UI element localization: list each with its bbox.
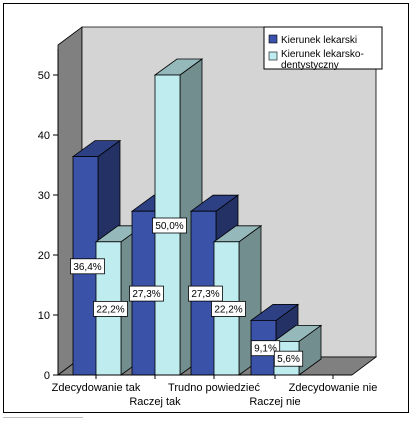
- y-tick-label: 20: [38, 250, 50, 262]
- legend-label-dentystyczny-1: Kierunek lekarsko-: [281, 49, 364, 60]
- y-tick-label: 50: [38, 70, 50, 82]
- data-label: 27,3%: [191, 289, 219, 300]
- x-tick-label: Raczej nie: [249, 396, 300, 408]
- legend-swatch-dentystyczny: [268, 51, 278, 61]
- y-axis: 0 10 20 30 40 50: [38, 49, 59, 382]
- legend-box: [263, 26, 383, 70]
- data-label-box: [152, 217, 187, 234]
- y-tick-label: 10: [38, 310, 50, 322]
- data-label: 50,0%: [155, 221, 183, 232]
- data-label: 22,2%: [96, 304, 124, 315]
- data-label-box: [250, 340, 281, 357]
- x-tick-label: Zdecydowanie nie: [289, 382, 378, 394]
- data-labels: 36,4% 22,2% 27,3% 50,0% 27,3% 22,2% 9,1%5,6%: [70, 217, 304, 367]
- data-label: 9,1%: [254, 344, 277, 355]
- data-label: 22,2%: [214, 304, 242, 315]
- data-label-box: [273, 350, 304, 367]
- x-tick-label: Trudno powiedzieć: [168, 382, 260, 394]
- y-tick-label: 30: [38, 190, 50, 202]
- data-label: 27,3%: [132, 289, 160, 300]
- data-label-box: [188, 285, 223, 302]
- data-label-box: [129, 285, 164, 302]
- x-axis: Zdecydowanie tak Raczej tak Trudno powiedz…: [52, 374, 378, 408]
- x-tick-label: Zdecydowanie tak: [52, 382, 141, 394]
- bottom-rule: [3, 417, 83, 418]
- legend-label-lekarski: Kierunek lekarski: [281, 35, 357, 46]
- data-label: 5,6%: [277, 354, 300, 365]
- legend-label-dentystyczny-2: dentystyczny: [281, 60, 339, 71]
- legend: Kierunek lekarski Kierunek lekarsko- den…: [263, 26, 383, 71]
- x-tick-label: Raczej tak: [129, 396, 181, 408]
- y-tick-label: 0: [44, 370, 50, 382]
- data-label: 36,4%: [73, 262, 101, 273]
- data-label-box: [70, 258, 105, 275]
- legend-swatch-lekarski: [268, 34, 278, 44]
- data-label-box: [211, 300, 246, 317]
- data-label-box: [93, 300, 128, 317]
- y-tick-label: 40: [38, 130, 50, 142]
